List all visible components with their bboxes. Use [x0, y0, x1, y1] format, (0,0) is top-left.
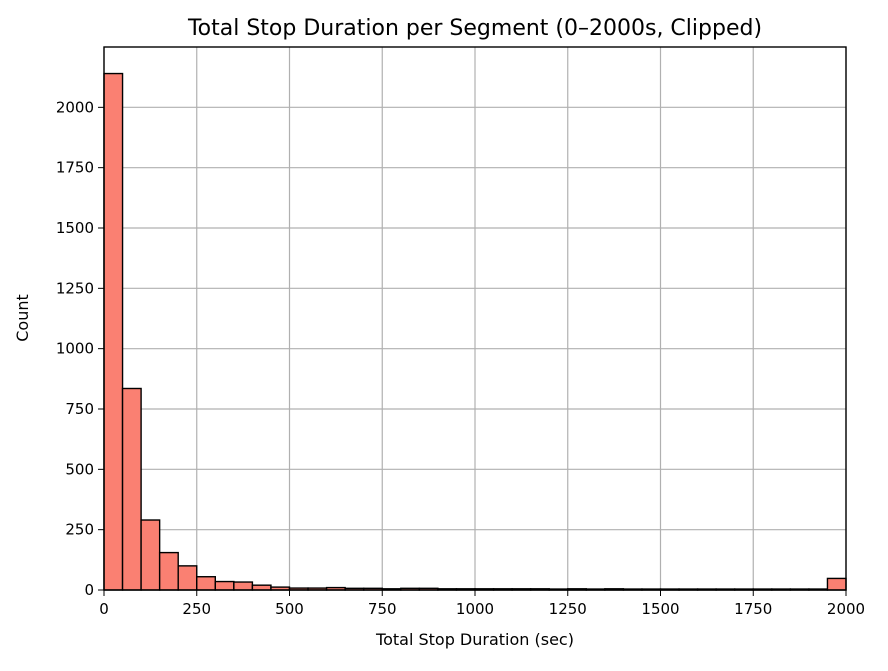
x-tick-label: 500: [275, 600, 304, 618]
x-axis-label: Total Stop Duration (sec): [375, 630, 574, 649]
histogram-bar-0: [103, 72, 124, 591]
histogram-bar-6: [214, 580, 235, 591]
histogram-bar-5: [196, 576, 216, 591]
x-axis-ticks: 0 250 500 750 1000 1250 1500 1750 2000: [99, 590, 865, 618]
y-tick-label: 2000: [56, 98, 94, 116]
y-axis-label: Count: [13, 294, 32, 342]
y-tick-label: 250: [65, 521, 94, 539]
x-tick-label: 250: [182, 600, 211, 618]
y-tick-label: 1250: [56, 279, 94, 297]
y-tick-label: 1500: [56, 219, 94, 237]
x-tick-label: 1750: [734, 600, 772, 618]
histogram-bar-3: [158, 551, 179, 591]
chart-title: Total Stop Duration per Segment (0–2000s…: [187, 16, 762, 41]
histogram-bar-4: [177, 565, 198, 591]
y-tick-label: 750: [65, 400, 94, 418]
histogram-bar-1: [121, 387, 142, 591]
histogram-bar-8: [251, 584, 272, 591]
histogram-bar-7: [233, 581, 254, 591]
x-tick-label: 0: [99, 600, 109, 618]
y-tick-label: 0: [84, 581, 94, 599]
x-tick-label: 1000: [456, 600, 494, 618]
y-tick-label: 500: [65, 460, 94, 478]
x-tick-label: 2000: [827, 600, 865, 618]
x-tick-label: 1500: [641, 600, 679, 618]
y-axis-ticks: 0 250 500 750 1000 1250 1500 1750 2000: [56, 98, 104, 599]
x-tick-label: 750: [368, 600, 397, 618]
histogram-bar-2: [140, 519, 161, 591]
histogram-bar-39: [826, 577, 847, 591]
y-tick-label: 1750: [56, 159, 94, 177]
x-tick-label: 1250: [549, 600, 587, 618]
y-tick-label: 1000: [56, 340, 94, 358]
